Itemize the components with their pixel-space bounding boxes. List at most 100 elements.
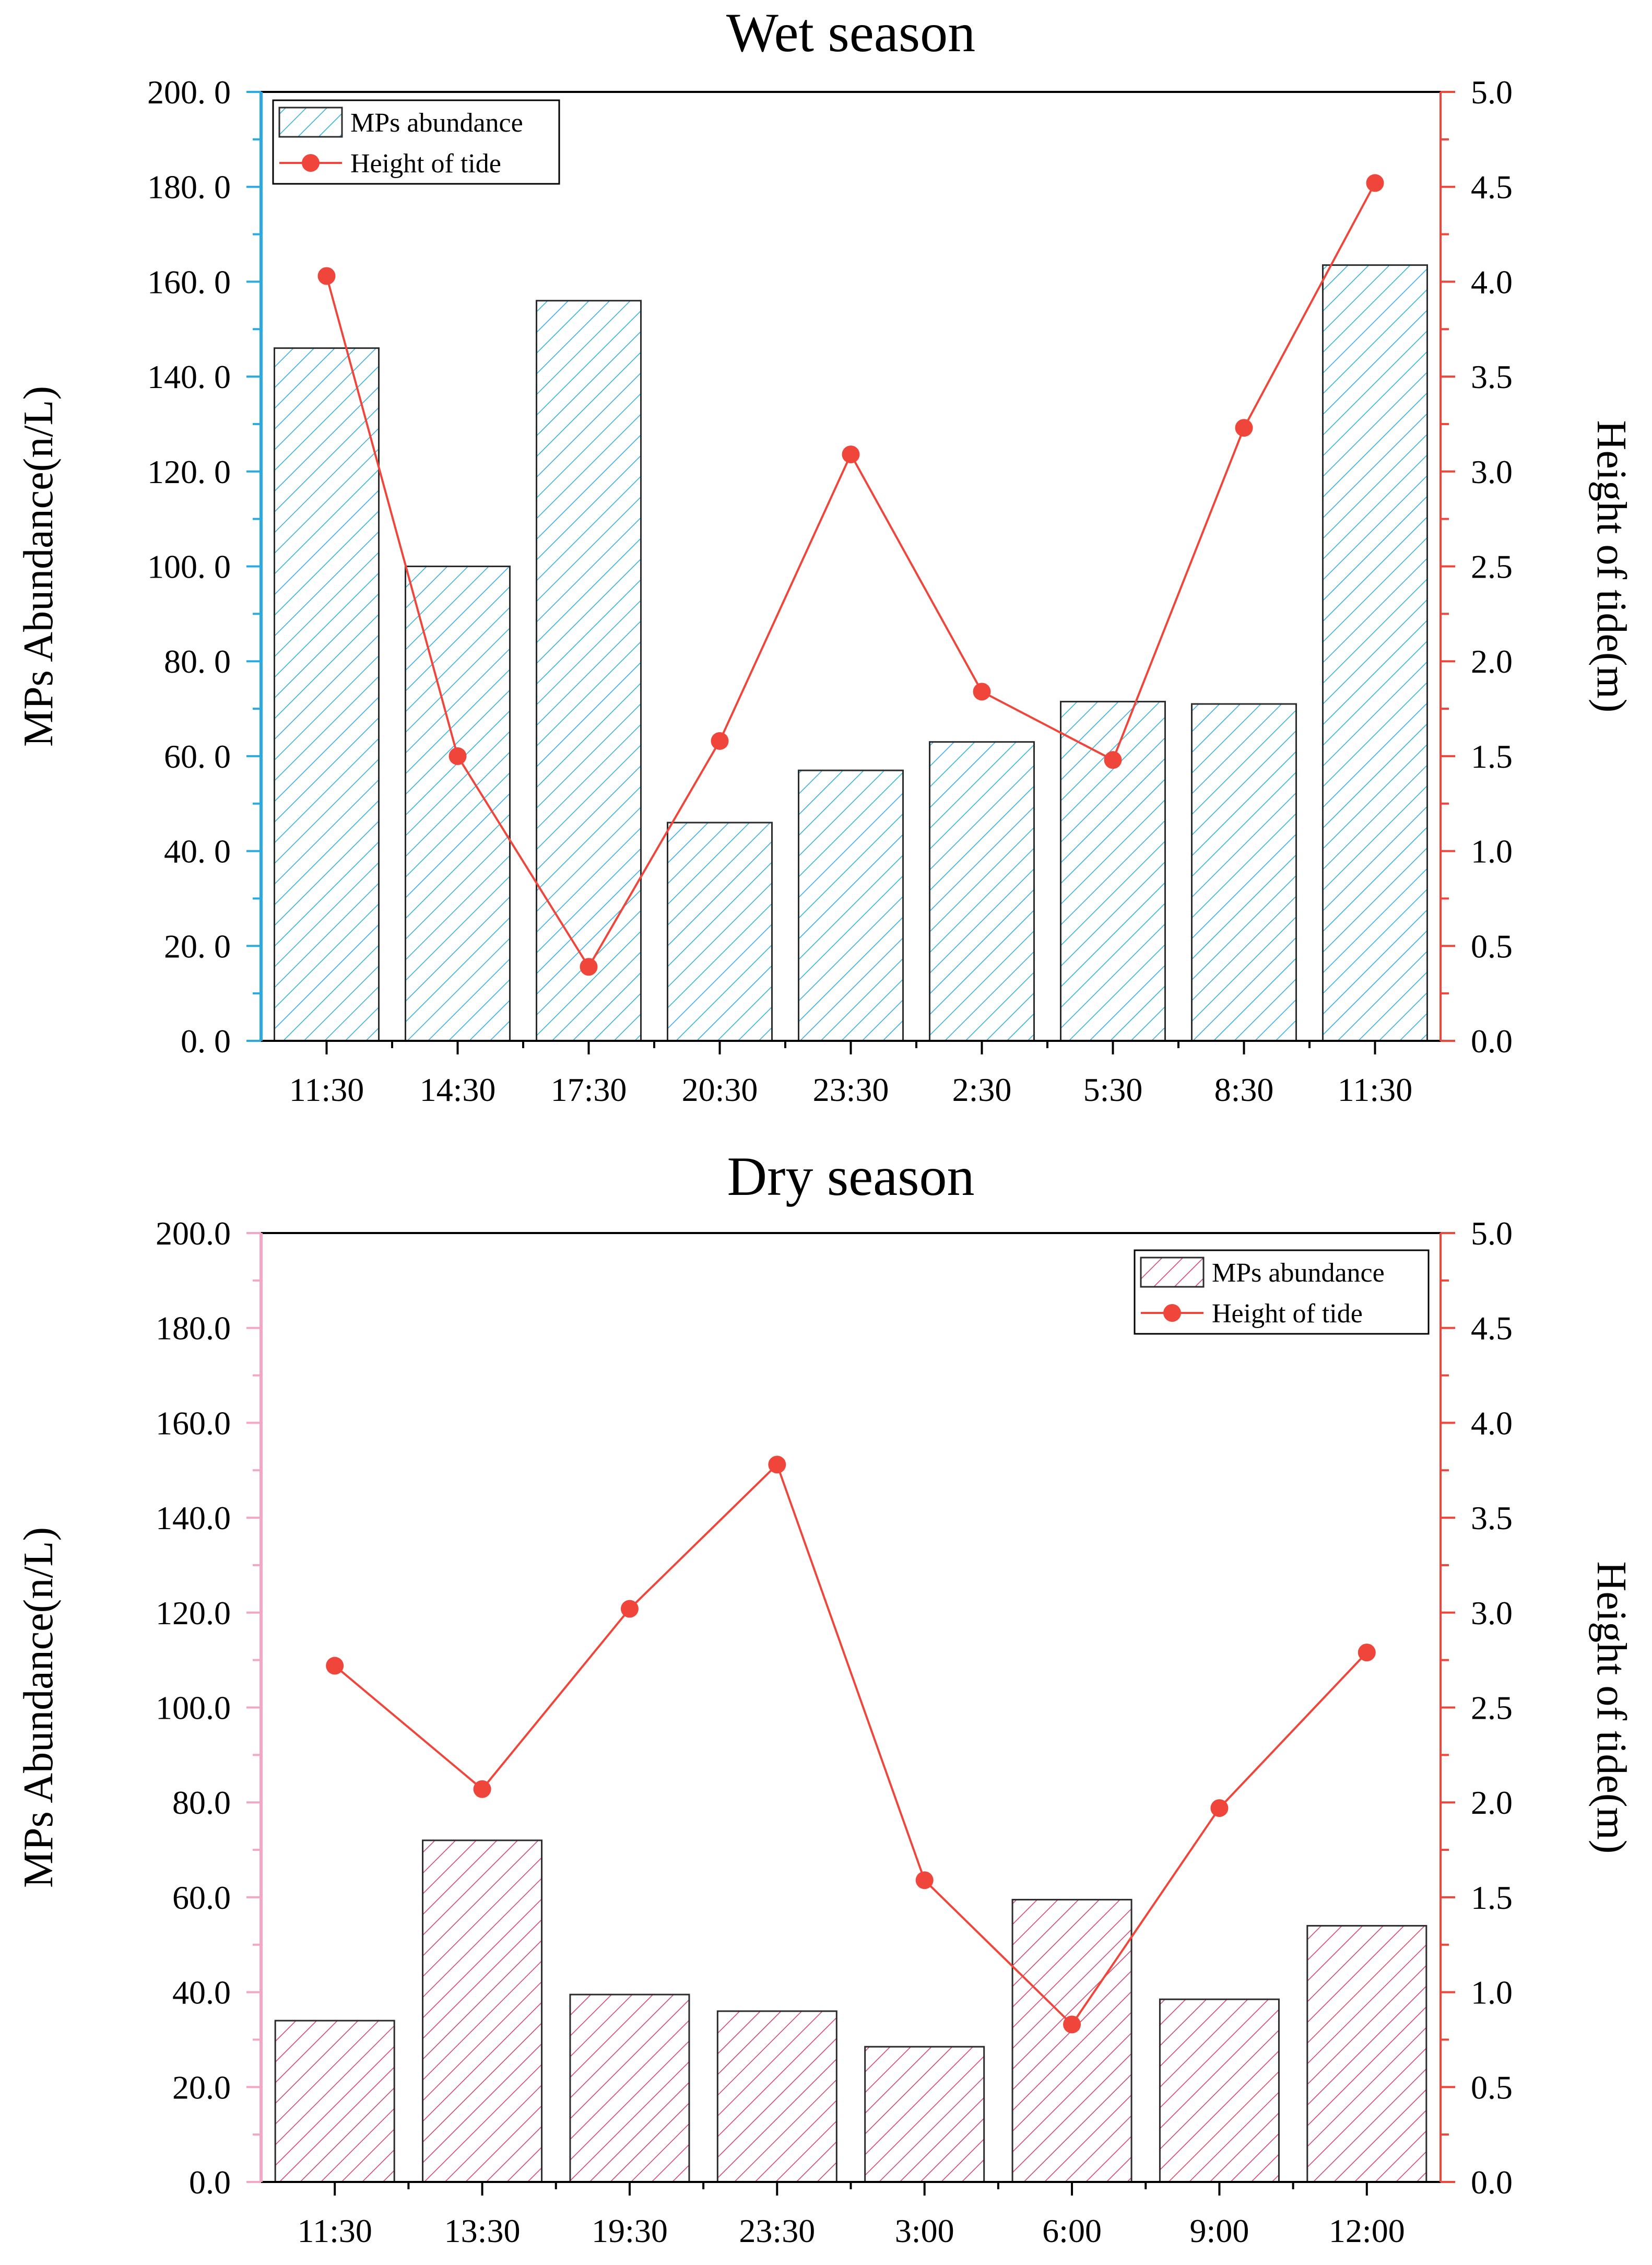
left-y-tick-label: 120.0: [156, 1594, 231, 1632]
right-y-tick-label: 1.5: [1471, 738, 1513, 775]
left-y-tick-label: 20.0: [172, 2069, 231, 2106]
bar-mark: [405, 566, 511, 1042]
x-tick-label: 14:30: [420, 1071, 496, 1108]
dry-season-chart: Dry season 0.0 20.0 40.0 60.0 80.0 100.0 120.0 1…: [16, 1146, 1634, 2249]
right-y-tick-label: 5.0: [1471, 1215, 1513, 1252]
left-y-tick-label: 40. 0: [164, 833, 231, 870]
right-y-tick-label: 0.5: [1471, 2069, 1513, 2106]
left-y-tick-label: 0. 0: [181, 1023, 231, 1060]
right-y-tick-label: 3.5: [1471, 1499, 1513, 1536]
legend-label-bars: MPs abundance: [350, 108, 523, 138]
x-tick-label: 2:30: [952, 1071, 1012, 1108]
x-tick-label: 9:00: [1190, 2212, 1249, 2249]
bar-mark: [274, 347, 380, 1042]
tide-point: [317, 267, 336, 285]
left-y-tick-label: 140. 0: [147, 358, 231, 395]
legend: MPs abundance Height of tide: [1134, 1249, 1430, 1335]
tide-point: [1063, 2015, 1081, 2034]
bar-mark: [1322, 264, 1428, 1042]
legend: MPs abundance Height of tide: [272, 99, 560, 185]
right-y-tick-label: 0.0: [1471, 1023, 1513, 1060]
left-y-tick-label: 140.0: [156, 1499, 231, 1536]
left-y-tick-label: 200.0: [156, 1215, 231, 1252]
left-y-tick-label: 100.0: [156, 1689, 231, 1727]
right-y-tick-label: 3.0: [1471, 453, 1513, 490]
right-y-tick-label: 2.0: [1471, 643, 1513, 680]
left-y-tick-label: 20. 0: [164, 928, 231, 965]
right-y-tick-label: 1.0: [1471, 1974, 1513, 2011]
tide-point: [1366, 174, 1384, 192]
right-y-tick-label: 4.0: [1471, 263, 1513, 300]
bar-mark: [798, 769, 904, 1042]
legend-label-bars: MPs abundance: [1212, 1258, 1385, 1288]
tide-point: [768, 1456, 786, 1474]
right-y-tick-label: 5.0: [1471, 74, 1513, 111]
left-y-tick-label: 200. 0: [147, 74, 231, 111]
tide-point: [449, 747, 467, 765]
right-y-tick-label: 0.0: [1471, 2164, 1513, 2201]
x-tick-label: 11:30: [297, 2212, 372, 2249]
bar-mark: [1306, 1924, 1427, 2183]
x-tick-label: 3:00: [895, 2212, 954, 2249]
x-tick-label: 23:30: [813, 1071, 889, 1108]
left-y-tick-label: 100. 0: [147, 548, 231, 585]
right-y-tick-label: 0.5: [1471, 928, 1513, 965]
tide-point: [1210, 1799, 1229, 1817]
right-y-axis-label: Height of tide(m): [1588, 420, 1634, 713]
tide-line: [334, 1462, 1368, 2026]
bar-mark: [1159, 1998, 1280, 2183]
tide-point: [580, 958, 598, 976]
legend-label-line: Height of tide: [1212, 1299, 1363, 1329]
tide-point: [973, 683, 991, 701]
legend-bar-swatch: [278, 107, 343, 138]
tide-point: [473, 1780, 491, 1798]
right-y-axis-label: Height of tide(m): [1588, 1562, 1634, 1854]
left-y-tick-label: 60.0: [172, 1879, 231, 1916]
legend-label-line: Height of tide: [350, 149, 501, 179]
chart-title: Wet season: [726, 2, 975, 63]
tide-point: [711, 732, 729, 750]
bar-mark: [667, 821, 773, 1042]
tide-point: [842, 445, 860, 464]
left-y-tick-label: 120. 0: [147, 453, 231, 490]
left-y-axis-label: MPs Abundance(n/L): [16, 386, 62, 747]
x-tick-label: 8:30: [1214, 1071, 1274, 1108]
right-y-tick-label: 1.0: [1471, 833, 1513, 870]
bar-mark: [569, 1993, 690, 2183]
x-tick-label: 19:30: [592, 2212, 668, 2249]
bar-mark: [274, 2020, 395, 2183]
left-y-axis-label: MPs Abundance(n/L): [16, 1527, 62, 1888]
left-y-tick-label: 180. 0: [147, 169, 231, 206]
x-tick-label: 17:30: [551, 1071, 627, 1108]
legend-line-marker: [1163, 1304, 1181, 1322]
wet-season-chart: Wet season 0. 0 20. 0 40. 0 60. 0 80. 0 100. 0…: [16, 2, 1634, 1108]
tide-point: [1358, 1644, 1376, 1662]
bar-mark: [864, 2046, 985, 2183]
bar-mark: [422, 1839, 543, 2183]
right-y-tick-label: 2.5: [1471, 548, 1513, 585]
left-y-tick-label: 40.0: [172, 1974, 231, 2011]
chart-title: Dry season: [727, 1146, 975, 1207]
bar-mark: [1011, 1898, 1132, 2183]
bar-mark: [929, 741, 1035, 1042]
tide-point: [1104, 751, 1122, 769]
left-y-tick-label: 60. 0: [164, 738, 231, 775]
tide-point: [620, 1600, 639, 1618]
x-tick-label: 6:00: [1042, 2212, 1102, 2249]
x-tick-label: 12:00: [1329, 2212, 1405, 2249]
left-y-tick-label: 180.0: [156, 1310, 231, 1347]
bar-mark: [536, 300, 642, 1042]
bar-mark: [716, 2010, 837, 2183]
right-y-tick-label: 4.0: [1471, 1404, 1513, 1441]
x-tick-label: 13:30: [444, 2212, 521, 2249]
bar-mark: [1191, 703, 1297, 1042]
tide-point: [1235, 419, 1253, 437]
right-y-tick-label: 4.5: [1471, 169, 1513, 206]
right-y-tick-label: 4.5: [1471, 1310, 1513, 1347]
right-y-tick-label: 3.0: [1471, 1594, 1513, 1632]
right-y-tick-label: 3.5: [1471, 358, 1513, 395]
left-y-tick-label: 160.0: [156, 1404, 231, 1441]
x-tick-label: 11:30: [289, 1071, 364, 1108]
x-tick-label: 23:30: [739, 2212, 815, 2249]
